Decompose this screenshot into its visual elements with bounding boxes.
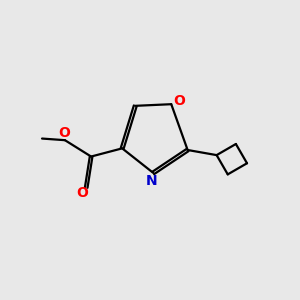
- Text: O: O: [58, 126, 70, 140]
- Text: O: O: [76, 185, 88, 200]
- Text: O: O: [173, 94, 185, 108]
- Text: N: N: [146, 174, 158, 188]
